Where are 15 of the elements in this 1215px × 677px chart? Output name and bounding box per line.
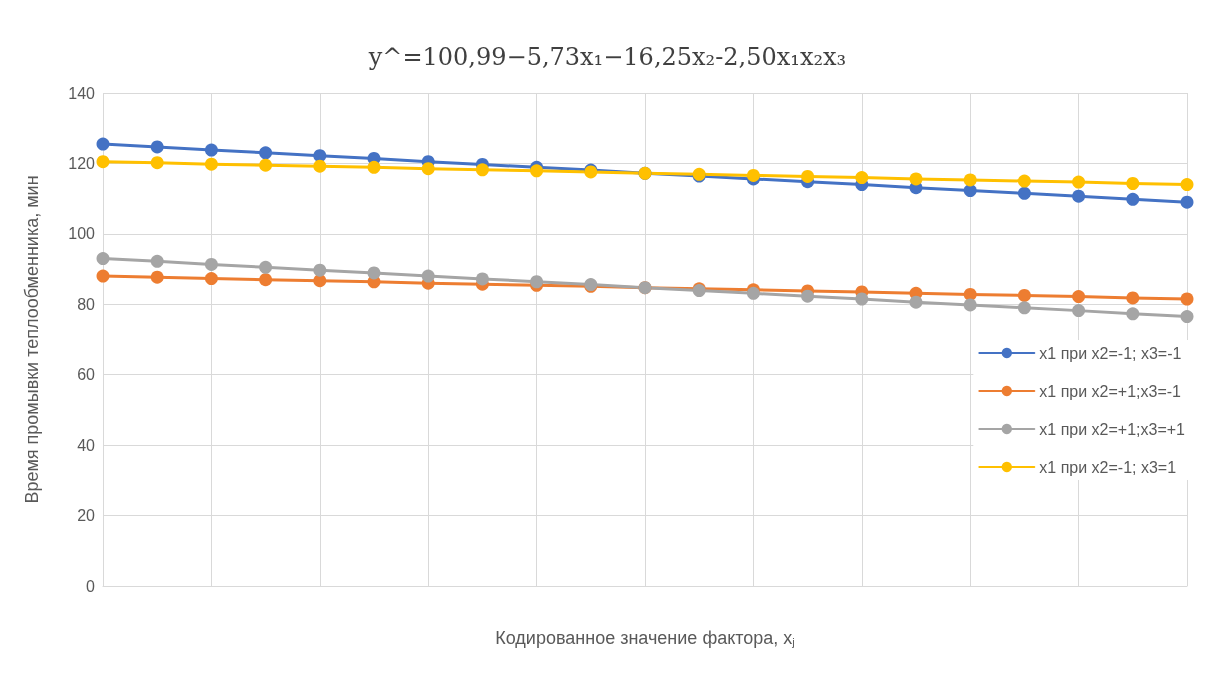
chart-title: y^=100,99−5,73x₁−16,25x₂-2,50x₁x₂x₃ xyxy=(367,43,847,71)
legend-label: x1 при x2=+1;x3=-1 xyxy=(1039,382,1182,400)
legend-label: x1 при x2=-1; x3=-1 xyxy=(1039,344,1182,362)
y-tick-label: 20 xyxy=(77,507,96,525)
y-axis-title: Время промывки теплообменника, мин xyxy=(22,175,42,504)
y-tick-label: 0 xyxy=(86,577,96,595)
x-axis-title: Кодированное значение фактора, xj xyxy=(495,627,795,648)
y-tick-label: 80 xyxy=(77,295,96,313)
y-tick-label: 120 xyxy=(68,154,96,172)
y-tick-label: 100 xyxy=(68,225,96,243)
y-tick-label: 40 xyxy=(77,436,96,454)
y-tick-label: 140 xyxy=(68,84,96,102)
legend-label: x1 при x2=+1;x3=+1 xyxy=(1039,420,1186,438)
y-tick-label: 60 xyxy=(77,366,96,384)
legend-label: x1 при x2=-1; x3=1 xyxy=(1039,458,1177,476)
